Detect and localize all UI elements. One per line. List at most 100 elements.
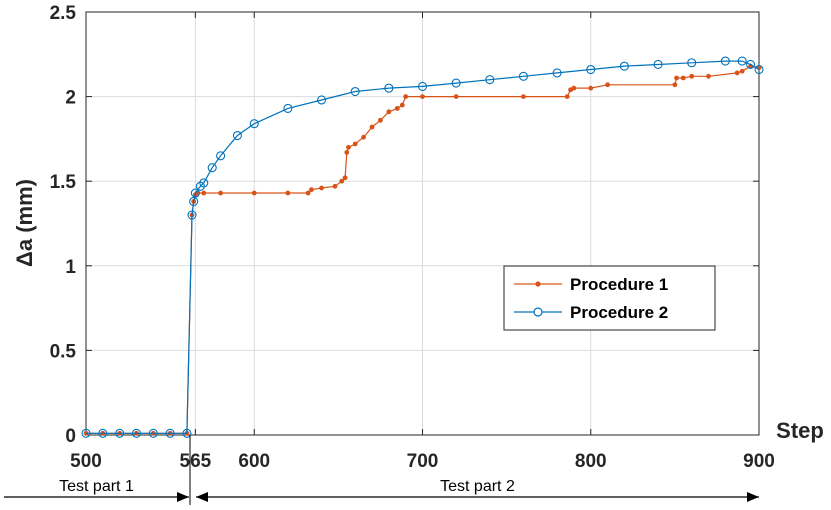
data-point bbox=[148, 428, 158, 438]
data-point bbox=[552, 68, 562, 78]
data-point bbox=[131, 428, 142, 438]
data-point bbox=[207, 163, 217, 173]
data-point bbox=[189, 196, 199, 207]
data-point bbox=[571, 85, 577, 91]
data-point bbox=[190, 188, 200, 198]
data-point bbox=[386, 109, 392, 115]
data-point bbox=[342, 175, 348, 181]
data-point bbox=[394, 106, 400, 111]
data-point bbox=[588, 85, 594, 91]
data-point bbox=[672, 82, 678, 88]
legend-box bbox=[503, 265, 716, 331]
data-point bbox=[251, 190, 257, 196]
data-point bbox=[305, 190, 311, 196]
annotation-label: Test part 2 bbox=[440, 478, 515, 495]
data-point bbox=[378, 117, 383, 123]
data-point bbox=[420, 94, 425, 99]
data-point bbox=[485, 75, 495, 85]
x-tick-label: 900 bbox=[743, 451, 775, 472]
data-point bbox=[680, 75, 686, 81]
data-point bbox=[187, 210, 197, 220]
legend-marker-procedure-2 bbox=[533, 307, 543, 317]
data-point bbox=[403, 94, 409, 99]
legend-label-procedure-1: Procedure 1 bbox=[570, 275, 668, 294]
data-point bbox=[605, 82, 610, 88]
data-point bbox=[619, 61, 629, 71]
arrow-head-right-icon bbox=[747, 492, 759, 502]
data-point bbox=[115, 428, 125, 438]
y-tick-label: 0 bbox=[65, 426, 76, 447]
annotation-test-part-2: Test part 2 bbox=[195, 478, 759, 502]
legend-marker-procedure-1 bbox=[535, 281, 541, 287]
data-point bbox=[249, 119, 259, 129]
data-point bbox=[316, 95, 327, 105]
data-point bbox=[199, 178, 209, 188]
series-line bbox=[86, 60, 760, 434]
data-point bbox=[754, 64, 764, 75]
data-point bbox=[201, 190, 207, 196]
data-point bbox=[285, 190, 291, 196]
y-tick-label: 1.5 bbox=[50, 172, 77, 193]
series-2 bbox=[81, 56, 764, 438]
arrow-head-left-icon bbox=[195, 492, 208, 502]
x-tick-label: 700 bbox=[407, 451, 439, 472]
series-layer bbox=[81, 56, 764, 438]
data-point bbox=[332, 183, 338, 189]
data-point bbox=[218, 190, 224, 196]
data-point bbox=[653, 59, 663, 70]
data-point bbox=[689, 73, 695, 79]
data-point bbox=[586, 64, 596, 75]
data-point bbox=[564, 94, 570, 99]
arrow-head-right-icon bbox=[176, 492, 189, 502]
data-point bbox=[453, 94, 459, 99]
data-point bbox=[283, 103, 293, 113]
data-point bbox=[344, 150, 350, 155]
legend-label-procedure-2: Procedure 2 bbox=[570, 303, 668, 322]
data-point bbox=[720, 56, 730, 66]
data-point bbox=[737, 56, 747, 66]
x-axis-label: Step bbox=[776, 418, 824, 443]
x-tick-label: 800 bbox=[575, 451, 607, 472]
test-part-annotations: Test part 1 Test part 2 bbox=[4, 478, 759, 502]
data-point bbox=[734, 70, 740, 76]
data-point bbox=[195, 181, 205, 191]
y-tick-label: 0.5 bbox=[50, 341, 77, 362]
data-point bbox=[521, 94, 526, 99]
y-tick-label: 2 bbox=[65, 88, 76, 109]
data-point bbox=[350, 86, 360, 97]
y-tick-label: 1 bbox=[65, 257, 76, 278]
data-point bbox=[361, 134, 367, 140]
data-point bbox=[216, 151, 226, 161]
data-point bbox=[81, 428, 91, 438]
data-point bbox=[346, 144, 351, 150]
data-point bbox=[369, 124, 375, 130]
x-tick-label: 500 bbox=[70, 451, 102, 472]
y-axis-ticks: 0 0.5 1 1.5 2 2.5 bbox=[50, 3, 759, 447]
y-axis-label: Δa (mm) bbox=[12, 179, 37, 267]
data-point bbox=[309, 187, 314, 193]
data-point bbox=[399, 102, 405, 108]
data-point bbox=[319, 185, 324, 191]
data-point bbox=[339, 178, 345, 184]
data-point bbox=[706, 73, 711, 79]
data-point bbox=[451, 78, 461, 88]
data-point bbox=[518, 71, 529, 81]
data-point bbox=[687, 58, 697, 68]
annotation-label: Test part 1 bbox=[59, 478, 134, 495]
data-point bbox=[232, 130, 242, 141]
data-point bbox=[746, 59, 756, 70]
data-point bbox=[674, 75, 679, 81]
annotation-test-part-1: Test part 1 bbox=[4, 478, 189, 502]
x-tick-label: 600 bbox=[238, 451, 270, 472]
grid-lines bbox=[86, 12, 759, 435]
y-tick-label: 2.5 bbox=[50, 3, 77, 24]
x-axis-ticks: 500 565 600 700 800 900 bbox=[70, 12, 775, 472]
data-point bbox=[165, 428, 175, 438]
data-point bbox=[417, 81, 428, 91]
data-point bbox=[352, 141, 358, 147]
x-tick-label: 565 bbox=[180, 451, 212, 472]
legend: Procedure 1 Procedure 2 bbox=[503, 265, 716, 331]
data-point bbox=[182, 428, 192, 438]
data-point bbox=[739, 68, 745, 74]
